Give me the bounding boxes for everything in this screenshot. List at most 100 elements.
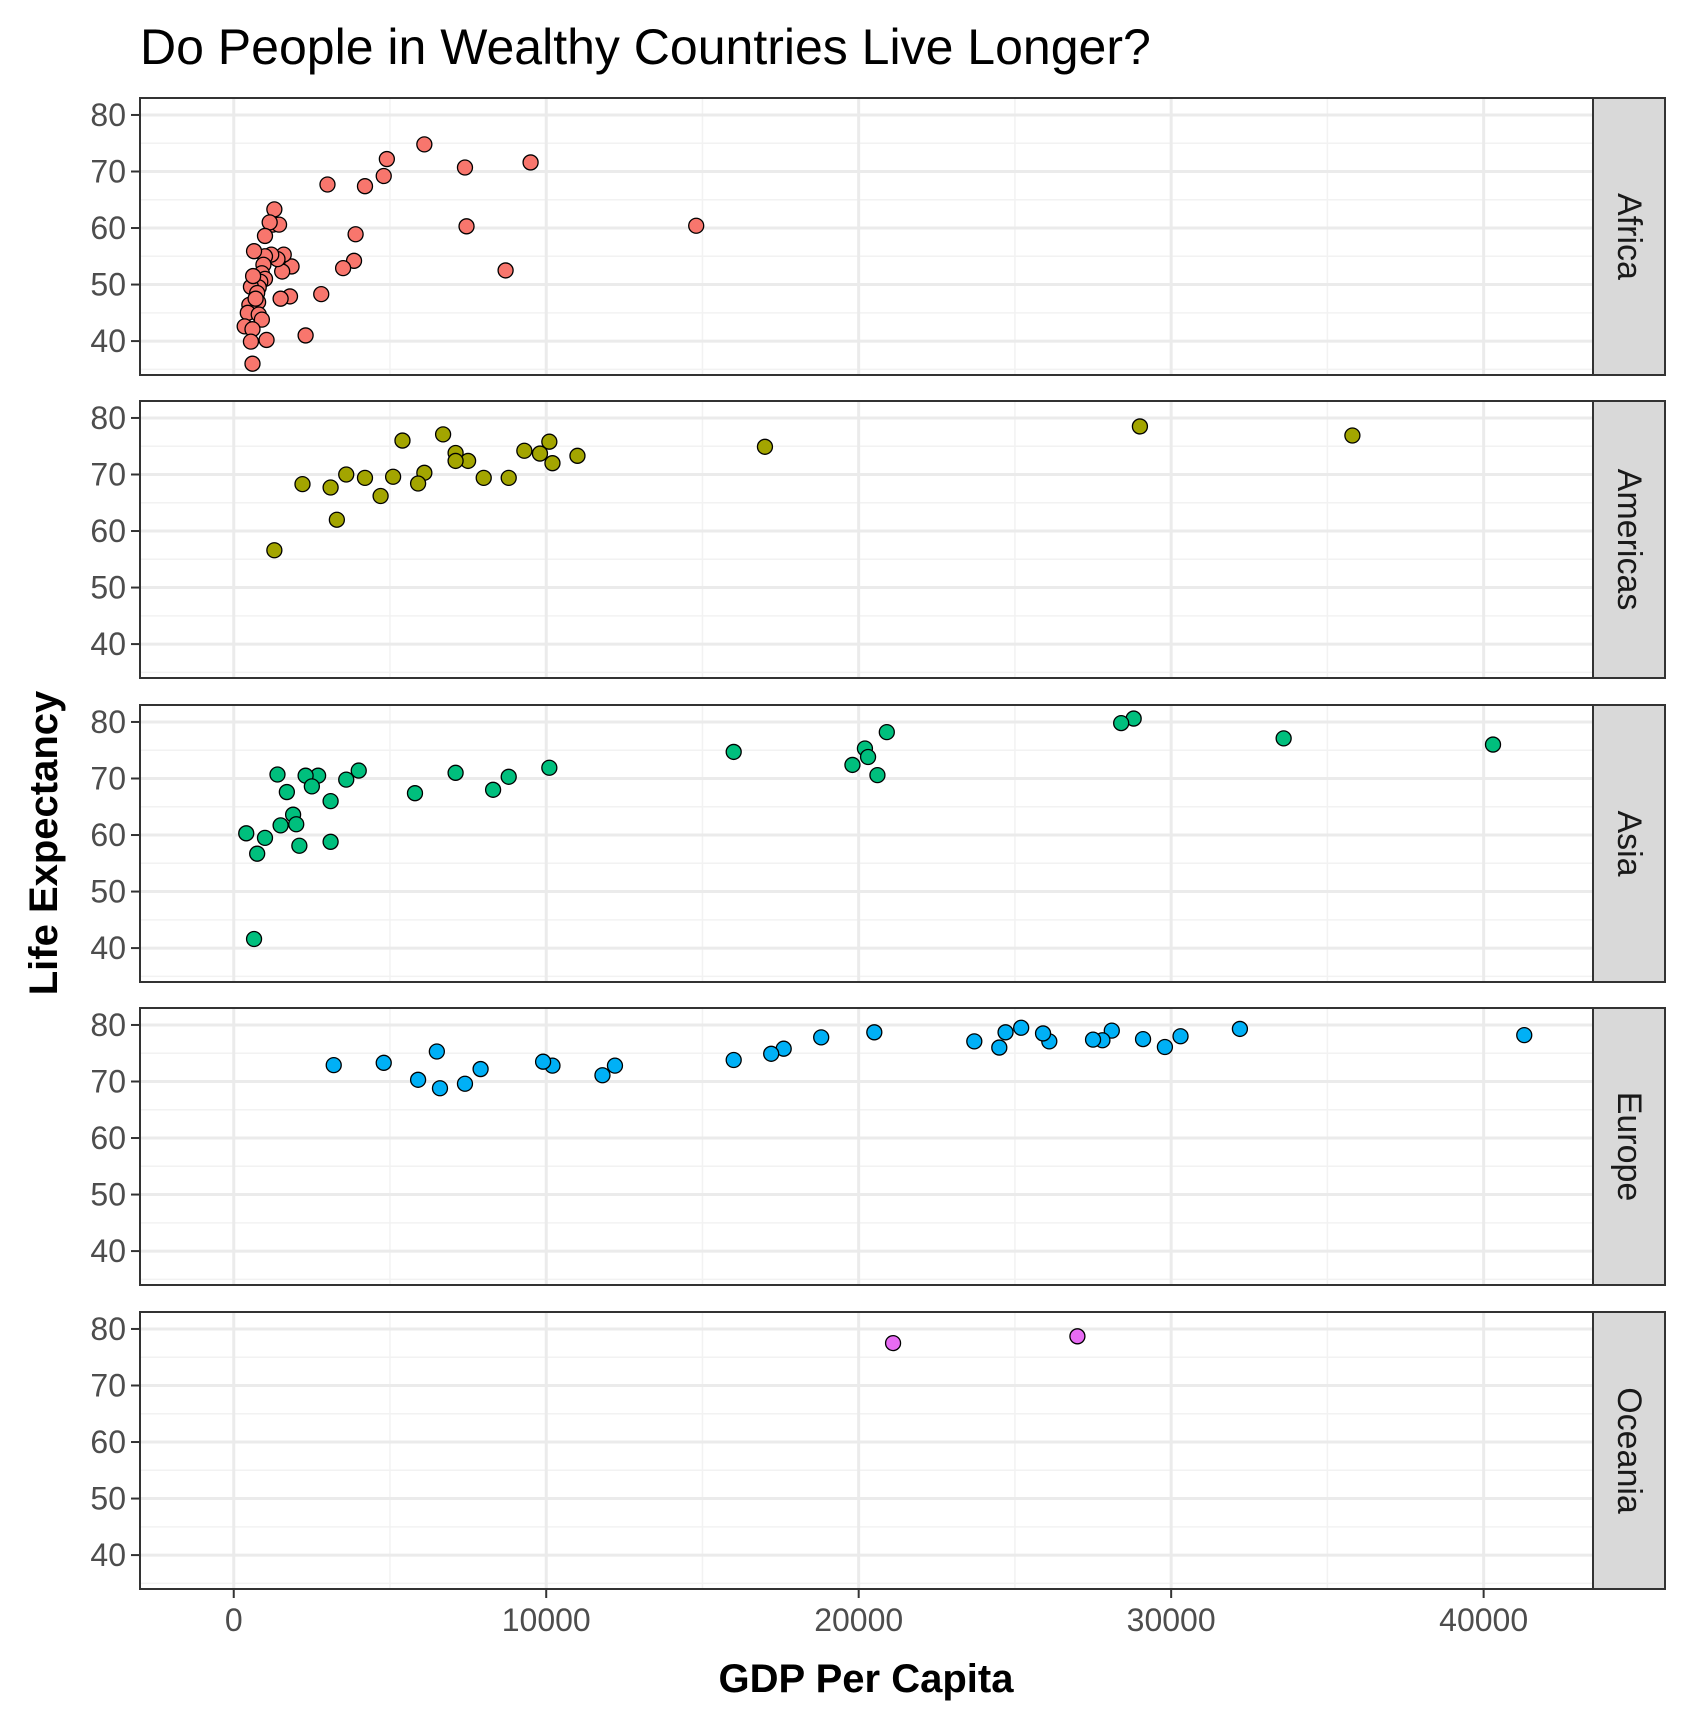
- data-point: [322, 792, 339, 810]
- data-point: [272, 817, 289, 834]
- data-point: [1113, 714, 1130, 732]
- facet-strip-label: Americas: [1610, 469, 1648, 611]
- data-point: [372, 487, 389, 505]
- data-point: [431, 1080, 449, 1097]
- x-tick-label: 40000: [1439, 1602, 1528, 1638]
- data-point: [1131, 418, 1149, 435]
- facet-panel-europe: 40 50 60 70 80 Europe: [90, 1007, 1666, 1286]
- data-point: [1516, 1026, 1533, 1044]
- data-point: [472, 1060, 489, 1078]
- data-point: [844, 756, 861, 774]
- panel-background: [140, 98, 1593, 375]
- data-point: [541, 433, 558, 450]
- data-point: [256, 227, 274, 245]
- data-point: [325, 1056, 342, 1074]
- facet-strip-africa: [1592, 97, 1666, 376]
- facet-panel-asia: 40 50 60 70 80 Asia: [90, 704, 1666, 983]
- data-point: [522, 154, 539, 171]
- x-tick-label: 30000: [1127, 1602, 1216, 1638]
- data-point: [245, 243, 263, 260]
- data-point: [269, 766, 286, 783]
- x-tick-label: 20000: [814, 1602, 903, 1638]
- facet-strip-americas: [1592, 400, 1666, 679]
- data-point: [1484, 736, 1502, 753]
- data-point: [338, 466, 355, 483]
- y-tick-label: 50: [90, 267, 126, 303]
- facet-panel-africa: 40 50 60 70 80 Africa: [90, 97, 1666, 376]
- data-point: [497, 262, 514, 279]
- facet-panels: 40 50 60 70 80 Africa 40 50 60 70 80 Americas 40 50 60…: [90, 97, 1666, 1590]
- data-point: [544, 455, 561, 472]
- data-point: [406, 785, 424, 802]
- data-point: [516, 442, 533, 459]
- data-point: [756, 438, 774, 455]
- data-point: [1084, 1031, 1102, 1048]
- panel-background: [140, 1008, 1593, 1285]
- data-point: [500, 768, 517, 785]
- data-point: [288, 816, 305, 833]
- y-tick-label: 40: [90, 1233, 126, 1269]
- data-point: [541, 759, 558, 776]
- y-tick-label: 50: [90, 874, 126, 910]
- y-tick-label: 70: [90, 1063, 126, 1099]
- data-point: [1344, 427, 1361, 444]
- data-point: [1034, 1025, 1052, 1042]
- data-point: [356, 178, 374, 195]
- data-point: [416, 136, 433, 153]
- data-point: [458, 218, 475, 235]
- data-point: [347, 226, 364, 243]
- data-point: [447, 452, 464, 470]
- data-point: [966, 1033, 983, 1050]
- data-point: [258, 331, 275, 349]
- data-point: [725, 743, 742, 761]
- data-point: [244, 267, 262, 285]
- data-point: [322, 833, 339, 850]
- data-point: [375, 1054, 392, 1071]
- y-tick-label: 60: [90, 513, 126, 549]
- panel-background: [140, 401, 1593, 678]
- data-point: [569, 447, 586, 464]
- facet-strip-asia: [1592, 704, 1666, 983]
- y-tick-label: 50: [90, 1177, 126, 1213]
- data-point: [531, 445, 549, 462]
- y-tick-label: 40: [90, 930, 126, 966]
- y-tick-label: 40: [90, 323, 126, 359]
- data-point: [249, 845, 266, 862]
- y-tick-label: 80: [90, 1311, 126, 1347]
- data-point: [245, 930, 263, 948]
- facet-strip-label: Oceania: [1610, 1387, 1648, 1514]
- data-point: [866, 1024, 883, 1041]
- facet-strip-label: Asia: [1610, 810, 1648, 876]
- data-point: [356, 469, 374, 487]
- x-tick-label: 10000: [502, 1602, 591, 1638]
- data-point: [375, 167, 392, 185]
- data-point: [428, 1043, 445, 1060]
- data-point: [1134, 1030, 1152, 1048]
- data-point: [1275, 730, 1292, 747]
- facet-strip-label: Africa: [1610, 193, 1648, 280]
- data-point: [394, 432, 411, 449]
- y-tick-label: 70: [90, 153, 126, 189]
- data-point: [606, 1057, 624, 1074]
- data-point: [409, 475, 427, 492]
- data-point: [294, 475, 311, 493]
- data-point: [338, 771, 355, 788]
- data-point: [247, 290, 264, 307]
- data-point: [244, 355, 261, 372]
- facet-strip-europe: [1592, 1007, 1666, 1286]
- x-axis: 0 10000 20000 30000 40000: [225, 1589, 1528, 1638]
- data-point: [261, 214, 278, 231]
- data-point: [1069, 1328, 1086, 1345]
- y-tick-label: 50: [90, 1481, 126, 1517]
- chart-title: Do People in Wealthy Countries Live Long…: [140, 19, 1151, 75]
- data-point: [475, 469, 492, 487]
- y-tick-label: 80: [90, 704, 126, 740]
- data-point: [1156, 1038, 1174, 1056]
- data-point: [272, 290, 289, 307]
- data-point: [328, 511, 346, 528]
- data-point: [725, 1051, 742, 1069]
- data-point: [534, 1053, 552, 1070]
- data-point: [484, 781, 502, 798]
